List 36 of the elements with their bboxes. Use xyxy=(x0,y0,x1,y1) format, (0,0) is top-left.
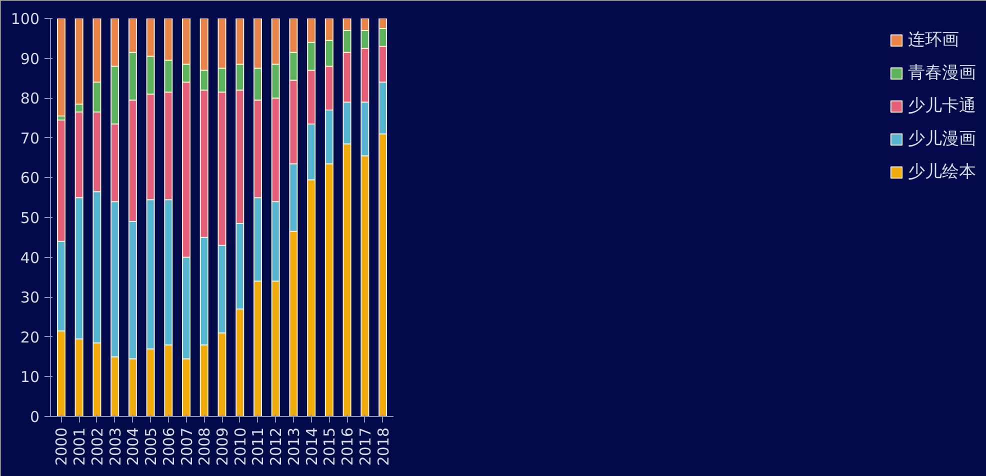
x-tick-label: 2012 xyxy=(267,427,286,466)
x-tick-label: 2016 xyxy=(338,427,357,466)
y-tick-label: 50 xyxy=(20,209,40,227)
x-tick-label: 2014 xyxy=(302,427,321,466)
y-tick-label: 20 xyxy=(20,328,40,346)
x-tick-label: 2000 xyxy=(52,427,71,466)
x-tick-label: 2007 xyxy=(178,427,196,466)
x-tick-label: 2006 xyxy=(160,427,178,466)
x-tick-label: 2018 xyxy=(374,427,392,466)
legend-label: 少儿漫画 xyxy=(908,128,976,150)
y-tick-label: 80 xyxy=(20,90,40,108)
x-tick-label: 2003 xyxy=(106,427,124,466)
y-tick-label: 40 xyxy=(20,248,40,267)
x-tick-label: 2002 xyxy=(88,427,106,466)
x-tick-label: 2004 xyxy=(124,427,142,466)
y-tick-label: 60 xyxy=(20,169,40,188)
y-tick-label: 30 xyxy=(20,288,40,307)
legend-label: 少儿绘本 xyxy=(908,161,976,183)
x-tick-label: 2011 xyxy=(249,427,268,466)
x-tick-label: 2005 xyxy=(142,427,160,466)
y-tick-label: 90 xyxy=(20,50,40,68)
y-tick-label: 10 xyxy=(20,368,40,386)
y-tick-label: 70 xyxy=(20,129,40,148)
x-tick-label: 2015 xyxy=(320,427,339,466)
x-tick-label: 2009 xyxy=(214,427,232,466)
legend-label: 青春漫画 xyxy=(908,62,976,84)
x-tick-label: 2010 xyxy=(231,427,250,466)
legend-label: 连环画 xyxy=(908,29,959,51)
legend-label: 少儿卡通 xyxy=(908,95,976,117)
x-tick-label: 2013 xyxy=(284,427,303,466)
x-tick-label: 2001 xyxy=(70,427,89,466)
y-tick-label: 0 xyxy=(30,408,40,426)
y-tick-label: 100 xyxy=(10,10,40,28)
x-tick-label: 2017 xyxy=(356,427,374,466)
x-tick-label: 2008 xyxy=(196,427,214,466)
bar xyxy=(56,18,66,117)
